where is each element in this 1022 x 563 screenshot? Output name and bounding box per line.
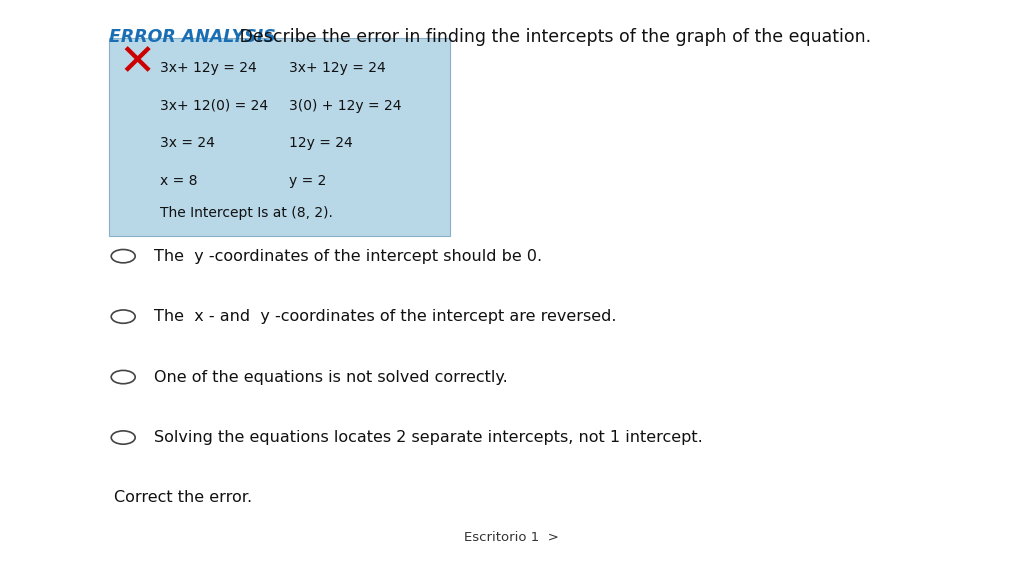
Text: Correct the error.: Correct the error.: [114, 490, 252, 506]
Text: ERROR ANALYSIS: ERROR ANALYSIS: [109, 28, 276, 46]
Text: The  x - and  y -coordinates of the intercept are reversed.: The x - and y -coordinates of the interc…: [153, 309, 616, 324]
Text: 3x+ 12y = 24: 3x+ 12y = 24: [289, 61, 386, 75]
Text: ✕: ✕: [119, 41, 155, 84]
Text: Describe the error in finding the intercepts of the graph of the equation.: Describe the error in finding the interc…: [234, 28, 871, 46]
Text: 3x+ 12y = 24: 3x+ 12y = 24: [160, 61, 257, 75]
Text: y = 2: y = 2: [289, 173, 326, 187]
Text: The Intercept Is at (8, 2).: The Intercept Is at (8, 2).: [160, 206, 333, 220]
Text: 3x = 24: 3x = 24: [160, 136, 215, 150]
Text: The  y -coordinates of the intercept should be 0.: The y -coordinates of the intercept shou…: [153, 249, 542, 263]
Circle shape: [108, 549, 138, 563]
Text: 3x+ 12(0) = 24: 3x+ 12(0) = 24: [160, 99, 268, 113]
Text: x = 8: x = 8: [160, 173, 197, 187]
Text: Escritorio 1  >: Escritorio 1 >: [464, 531, 558, 544]
Text: 12y = 24: 12y = 24: [289, 136, 353, 150]
Text: 3(0) + 12y = 24: 3(0) + 12y = 24: [289, 99, 402, 113]
Text: Solving the equations locates 2 separate intercepts, not 1 intercept.: Solving the equations locates 2 separate…: [153, 430, 702, 445]
Text: One of the equations is not solved correctly.: One of the equations is not solved corre…: [153, 369, 507, 385]
FancyBboxPatch shape: [109, 38, 451, 236]
